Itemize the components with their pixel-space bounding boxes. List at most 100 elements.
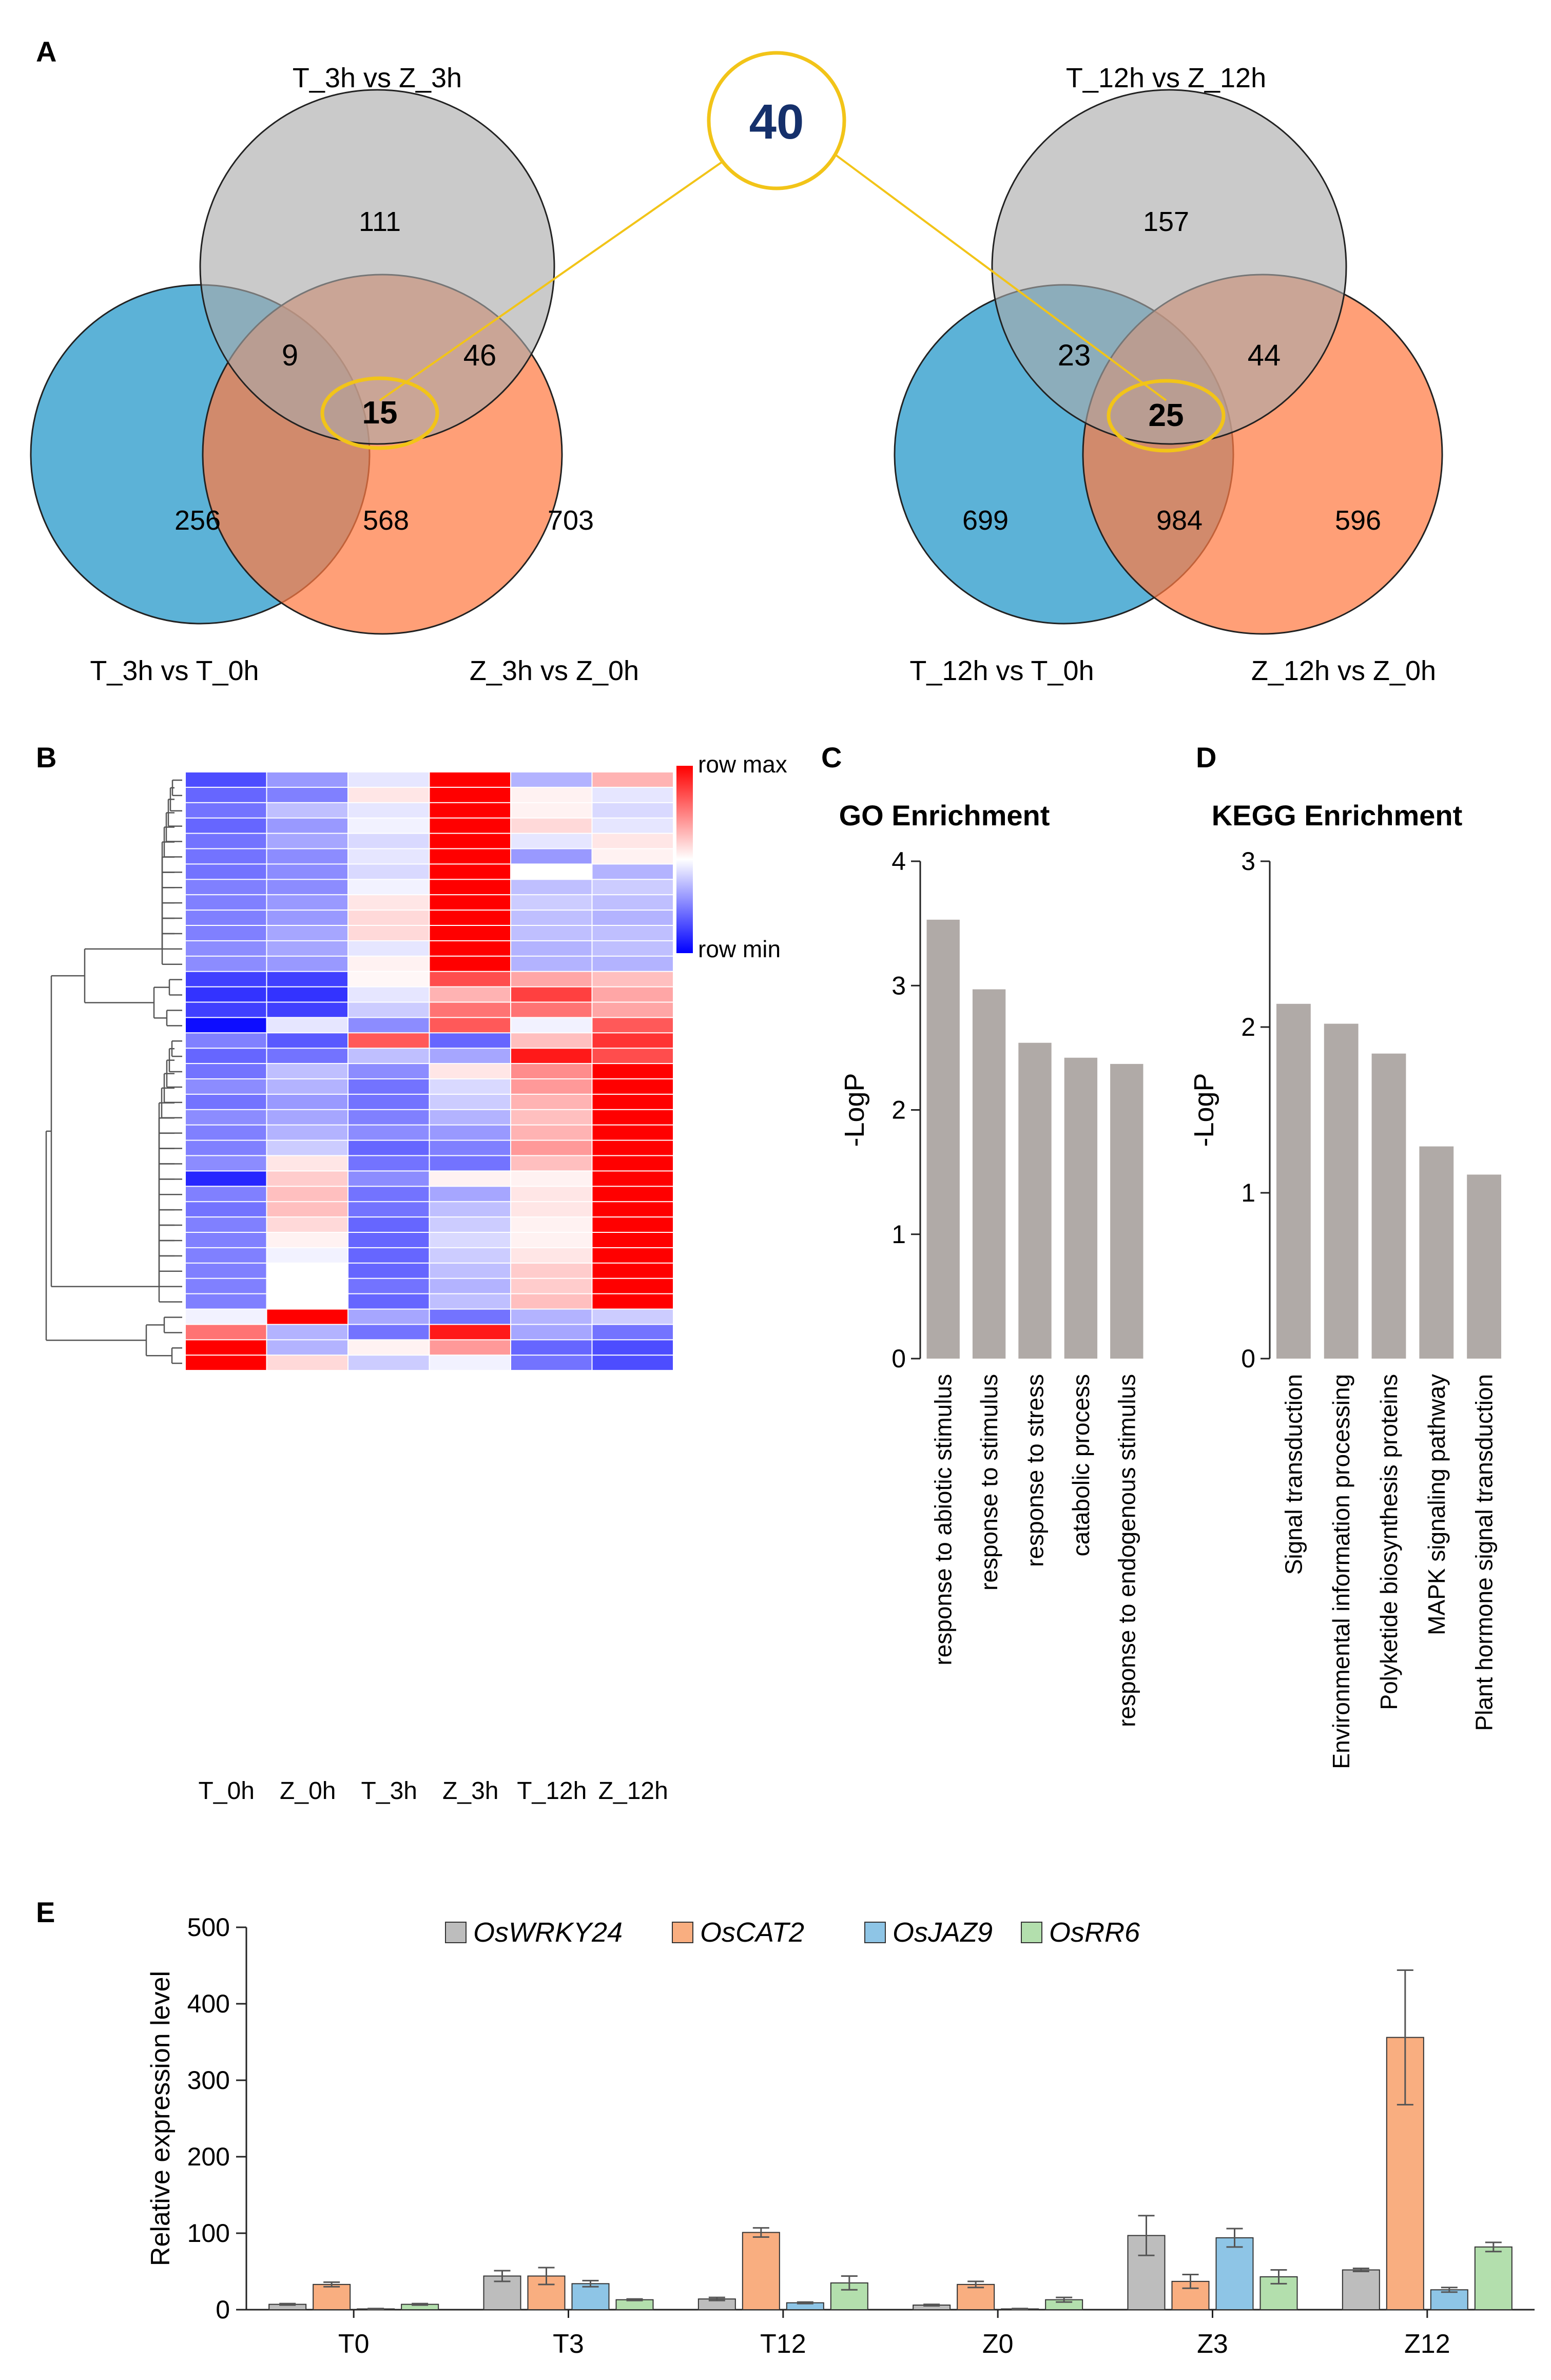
connector-line-left — [379, 152, 736, 401]
heatmap-cell — [267, 926, 347, 940]
heatmap-cell — [511, 1294, 592, 1309]
heatmap-cell — [186, 1033, 266, 1048]
heatmap-cell — [511, 1125, 592, 1140]
heatmap-cell — [511, 772, 592, 787]
venn-right-label-top: T_12h vs Z_12h — [1066, 63, 1266, 93]
heatmap-cell — [348, 849, 429, 864]
heatmap-cell — [430, 1079, 510, 1094]
heatmap-cell — [186, 1049, 266, 1063]
heatmap-cell — [348, 1156, 429, 1171]
heatmap-cell — [430, 1187, 510, 1202]
kegg-y-axis-label: -LogP — [1189, 1073, 1219, 1147]
kegg-y-tick-label: 2 — [1241, 1013, 1255, 1041]
heatmap-cell — [267, 1171, 347, 1186]
heatmap-cell — [348, 1202, 429, 1217]
heatmap-cell — [186, 1356, 266, 1370]
panel-label-a: A — [36, 35, 56, 68]
kegg-category-label: Polyketide biosynthesis proteins — [1375, 1374, 1402, 1710]
heatmap-cell — [592, 911, 673, 925]
qpcr-x-tick-label: T12 — [760, 2329, 806, 2359]
kegg-bar — [1467, 1174, 1502, 1359]
qpcr-bar — [571, 2283, 610, 2310]
venn-left-count-top-left: 9 — [282, 339, 298, 372]
heatmap-cell — [430, 1110, 510, 1125]
heatmap-cell — [592, 1094, 673, 1109]
kegg-y-tick-label: 1 — [1241, 1178, 1255, 1207]
heatmap-cell — [430, 1294, 510, 1309]
heatmap-cell — [186, 1233, 266, 1247]
heatmap-cell — [267, 1294, 347, 1309]
heatmap-cell — [267, 1217, 347, 1232]
heatmap-cell — [348, 1263, 429, 1278]
heatmap-cell — [348, 834, 429, 848]
heatmap-cell — [348, 987, 429, 1002]
heatmap-cell — [430, 1340, 510, 1355]
heatmap-column-label: Z_0h — [280, 1777, 336, 1805]
go-y-axis-label: -LogP — [839, 1073, 870, 1147]
qpcr-y-tick-label: 200 — [187, 2142, 230, 2171]
heatmap-cell — [430, 849, 510, 864]
go-bar — [972, 989, 1006, 1359]
kegg-category-label: MAPK signaling pathway — [1423, 1374, 1450, 1635]
heatmap-cell — [186, 864, 266, 879]
heatmap-cell — [592, 972, 673, 986]
heatmap-cell — [511, 1263, 592, 1278]
go-bar — [926, 919, 960, 1359]
heatmap-cell — [186, 787, 266, 802]
heatmap-cell — [511, 1202, 592, 1217]
go-y-tick-label: 4 — [891, 847, 906, 876]
heatmap-cell — [186, 1187, 266, 1202]
heatmap-cell — [267, 1064, 347, 1078]
heatmap-cell — [511, 1033, 592, 1048]
heatmap-cell — [511, 1018, 592, 1033]
qpcr-x-tick-label: T0 — [338, 2329, 370, 2359]
panel-label-e: E — [36, 1896, 55, 1928]
heatmap-cell — [348, 1094, 429, 1109]
heatmap-cell — [348, 864, 429, 879]
heatmap-column-label: Z_3h — [442, 1777, 498, 1805]
heatmap-cell — [511, 834, 592, 848]
heatmap-cell — [348, 1325, 429, 1340]
qpcr-y-tick-label: 0 — [216, 2295, 230, 2324]
heatmap-cell — [186, 818, 266, 833]
qpcr-legend-label: OsRR6 — [1049, 1917, 1140, 1948]
heatmap-cell — [592, 1079, 673, 1094]
heatmap-cell — [511, 1279, 592, 1293]
heatmap-cell — [511, 911, 592, 925]
go-category-label: response to stress — [1022, 1374, 1049, 1567]
heatmap-cell — [430, 1248, 510, 1263]
heatmap-cell — [186, 1263, 266, 1278]
heatmap-cell — [511, 1140, 592, 1155]
go-category-label: response to endogenous stimulus — [1113, 1374, 1140, 1727]
heatmap-cell — [186, 849, 266, 864]
heatmap-cell — [511, 1049, 592, 1063]
heatmap-cell — [592, 956, 673, 971]
heatmap-cell — [186, 1094, 266, 1109]
heatmap-cell — [348, 895, 429, 910]
venn-left-label-right: Z_3h vs Z_0h — [470, 655, 639, 686]
heatmap-cell — [348, 1248, 429, 1263]
heatmap-cell — [186, 1325, 266, 1340]
heatmap-cell — [592, 1140, 673, 1155]
heatmap-cell — [348, 926, 429, 940]
heatmap-cell — [430, 1171, 510, 1186]
heatmap-cell — [592, 1110, 673, 1125]
venn-right-count-right-only: 596 — [1335, 505, 1381, 536]
heatmap-cell — [511, 972, 592, 986]
heatmap-cell — [186, 880, 266, 895]
heatmap-cell — [511, 1094, 592, 1109]
heatmap-cell — [430, 941, 510, 956]
shared-total-count: 40 — [749, 94, 804, 149]
venn-left-label-top: T_3h vs Z_3h — [293, 63, 462, 93]
kegg-bar — [1276, 1003, 1311, 1359]
heatmap-cell — [267, 1002, 347, 1017]
heatmap-cell — [511, 818, 592, 833]
heatmap-cell — [267, 987, 347, 1002]
heatmap-cell — [348, 1233, 429, 1247]
heatmap-column-labels: T_0h Z_0h T_3h Z_3h T_12h Z_12h — [199, 1777, 668, 1805]
heatmap-cell — [186, 1309, 266, 1324]
panel-label-b: B — [36, 741, 56, 773]
heatmap-cell — [430, 1356, 510, 1370]
heatmap-column-label: T_3h — [361, 1777, 417, 1805]
heatmap-cell — [267, 772, 347, 787]
